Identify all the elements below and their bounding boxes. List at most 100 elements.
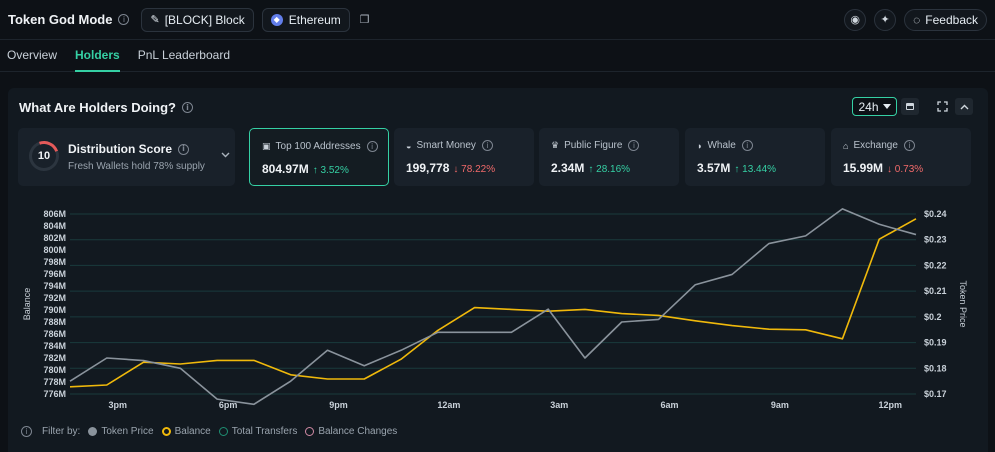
- top-bar: Token God Mode i ✎ [BLOCK] Block ◆ Ether…: [0, 0, 995, 40]
- y-tick-label: 804M: [43, 221, 66, 231]
- card-value-text: 199,778: [406, 161, 450, 175]
- chart-legend: i Filter by: Token Price Balance Total T…: [21, 426, 397, 437]
- y-tick-label: 786M: [43, 329, 66, 339]
- eye-icon: ◉: [850, 14, 860, 26]
- y-tick-label: 806M: [43, 209, 66, 219]
- info-icon[interactable]: i: [481, 140, 493, 151]
- y2-tick-label: $0.18: [924, 363, 947, 373]
- x-tick-label: 3am: [550, 400, 568, 410]
- card-value-text: 2.34M: [551, 161, 585, 175]
- y-tick-label: 788M: [43, 317, 66, 327]
- header-tools: ◉ ✦ ◌ Feedback: [844, 8, 987, 31]
- info-icon[interactable]: i: [178, 143, 190, 155]
- card-label: ◗ Whale i: [697, 140, 753, 151]
- public-figure-icon: ♛: [551, 140, 560, 150]
- caret-down-icon: [882, 104, 891, 109]
- tab-label: Overview: [7, 48, 58, 62]
- card-value: 15.99M ↓ 0.73%: [843, 161, 923, 175]
- token-pill-label: [BLOCK] Block: [164, 12, 245, 27]
- expand-icon[interactable]: [933, 98, 951, 115]
- legend-label: Balance: [174, 426, 211, 437]
- y-tick-label: 796M: [43, 269, 66, 279]
- copy-icon[interactable]: ❐: [359, 14, 370, 26]
- feedback-label: Feedback: [925, 12, 978, 27]
- holders-chart: 806M 804M 802M 800M 798M 796M 794M 792M 790M 788M…: [8, 198, 988, 413]
- panel-title-text: What Are Holders Doing?: [19, 100, 176, 115]
- legend-balance[interactable]: Balance: [161, 426, 211, 437]
- calendar-icon[interactable]: [901, 98, 919, 115]
- legend-label: Token Price: [101, 426, 154, 437]
- card-label: ▣ Top 100 Addresses i: [262, 141, 378, 152]
- tab-overview[interactable]: Overview: [7, 39, 57, 71]
- whale-icon: ◗: [697, 140, 703, 151]
- tab-holders[interactable]: Holders: [75, 39, 120, 72]
- x-tick-label: 6am: [661, 400, 679, 410]
- y-tick-label: 802M: [43, 233, 66, 243]
- legend-label: Total Transfers: [231, 426, 298, 437]
- y-tick-label: 798M: [43, 257, 66, 267]
- time-range-value: 24h: [858, 99, 879, 114]
- token-price-series-line: [69, 208, 917, 406]
- info-icon[interactable]: i: [903, 140, 915, 151]
- card-delta: ↓ 0.73%: [887, 164, 924, 175]
- legend-token-price[interactable]: Token Price: [88, 426, 154, 437]
- smart-money-icon: ◒: [406, 140, 412, 151]
- wallet-icon: ▣: [262, 141, 271, 151]
- ethereum-icon: ◆: [270, 13, 283, 26]
- chain-pill-label: Ethereum: [288, 12, 341, 27]
- y-tick-label: 784M: [43, 341, 66, 351]
- x-tick-label: 9am: [771, 400, 789, 410]
- x-tick-label: 6pm: [219, 400, 238, 410]
- pin-button[interactable]: ✦: [874, 8, 897, 31]
- info-icon[interactable]: i: [628, 140, 640, 151]
- exchange-icon: ⌂: [843, 140, 849, 151]
- card-delta: ↑ 3.52%: [312, 165, 349, 176]
- x-tick-label: 9pm: [329, 400, 348, 410]
- chain-pill[interactable]: ◆ Ethereum: [261, 7, 350, 32]
- panel-title: What Are Holders Doing? i: [19, 100, 193, 115]
- card-exchange[interactable]: ⌂ Exchange i 15.99M ↓ 0.73%: [831, 128, 971, 186]
- filter-info-icon: i: [21, 426, 32, 437]
- card-value: 804.97M ↑ 3.52%: [262, 162, 349, 176]
- info-icon[interactable]: i: [741, 140, 753, 151]
- time-range-select[interactable]: 24h: [852, 97, 897, 116]
- y2-tick-label: $0.2: [924, 312, 942, 322]
- score-value: 10: [37, 150, 51, 162]
- y-tick-label: 794M: [43, 281, 66, 291]
- distribution-score-card[interactable]: 10 Distribution Score i Fresh Wallets ho…: [18, 128, 235, 186]
- info-icon[interactable]: i: [366, 141, 378, 152]
- info-icon[interactable]: i: [181, 102, 193, 113]
- y-tick-label: 780M: [43, 365, 66, 375]
- legend-total-transfers[interactable]: Total Transfers: [218, 426, 298, 437]
- y-axis-title: Balance: [22, 288, 32, 321]
- chevron-down-icon[interactable]: [221, 150, 235, 161]
- balance-series-line: [69, 218, 917, 388]
- x-tick-label: 12am: [437, 400, 460, 410]
- card-top-100-addresses[interactable]: ▣ Top 100 Addresses i 804.97M ↑ 3.52%: [249, 128, 389, 186]
- y-tick-label: 792M: [43, 293, 66, 303]
- feedback-button[interactable]: ◌ Feedback: [904, 8, 987, 31]
- card-label: ◒ Smart Money i: [406, 140, 493, 151]
- legend-balance-changes[interactable]: Balance Changes: [305, 426, 397, 437]
- card-smart-money[interactable]: ◒ Smart Money i 199,778 ↓ 78.22%: [394, 128, 534, 186]
- chevron-up-icon[interactable]: [955, 98, 973, 115]
- watch-button[interactable]: ◉: [844, 8, 867, 31]
- card-whale[interactable]: ◗ Whale i 3.57M ↑ 13.44%: [685, 128, 825, 186]
- y2-tick-label: $0.22: [924, 260, 947, 270]
- y-tick-label: 800M: [43, 245, 66, 255]
- card-label: ⌂ Exchange i: [843, 140, 915, 151]
- pin-icon: ✦: [880, 14, 890, 26]
- legend-dot: [218, 427, 228, 436]
- card-label-text: Top 100 Addresses: [275, 141, 361, 152]
- tab-pnl-leaderboard[interactable]: PnL Leaderboard: [138, 39, 230, 71]
- card-value-text: 3.57M: [697, 161, 731, 175]
- y2-tick-label: $0.24: [924, 209, 947, 219]
- chat-icon: ◌: [913, 12, 921, 27]
- card-public-figure[interactable]: ♛ Public Figure i 2.34M ↑ 28.16%: [539, 128, 679, 186]
- tab-label: Holders: [75, 48, 120, 62]
- info-icon[interactable]: i: [118, 14, 130, 25]
- y-tick-label: 778M: [43, 377, 66, 387]
- card-value-text: 804.97M: [262, 162, 309, 176]
- token-pill[interactable]: ✎ [BLOCK] Block: [141, 7, 254, 32]
- tab-label: PnL Leaderboard: [137, 48, 230, 62]
